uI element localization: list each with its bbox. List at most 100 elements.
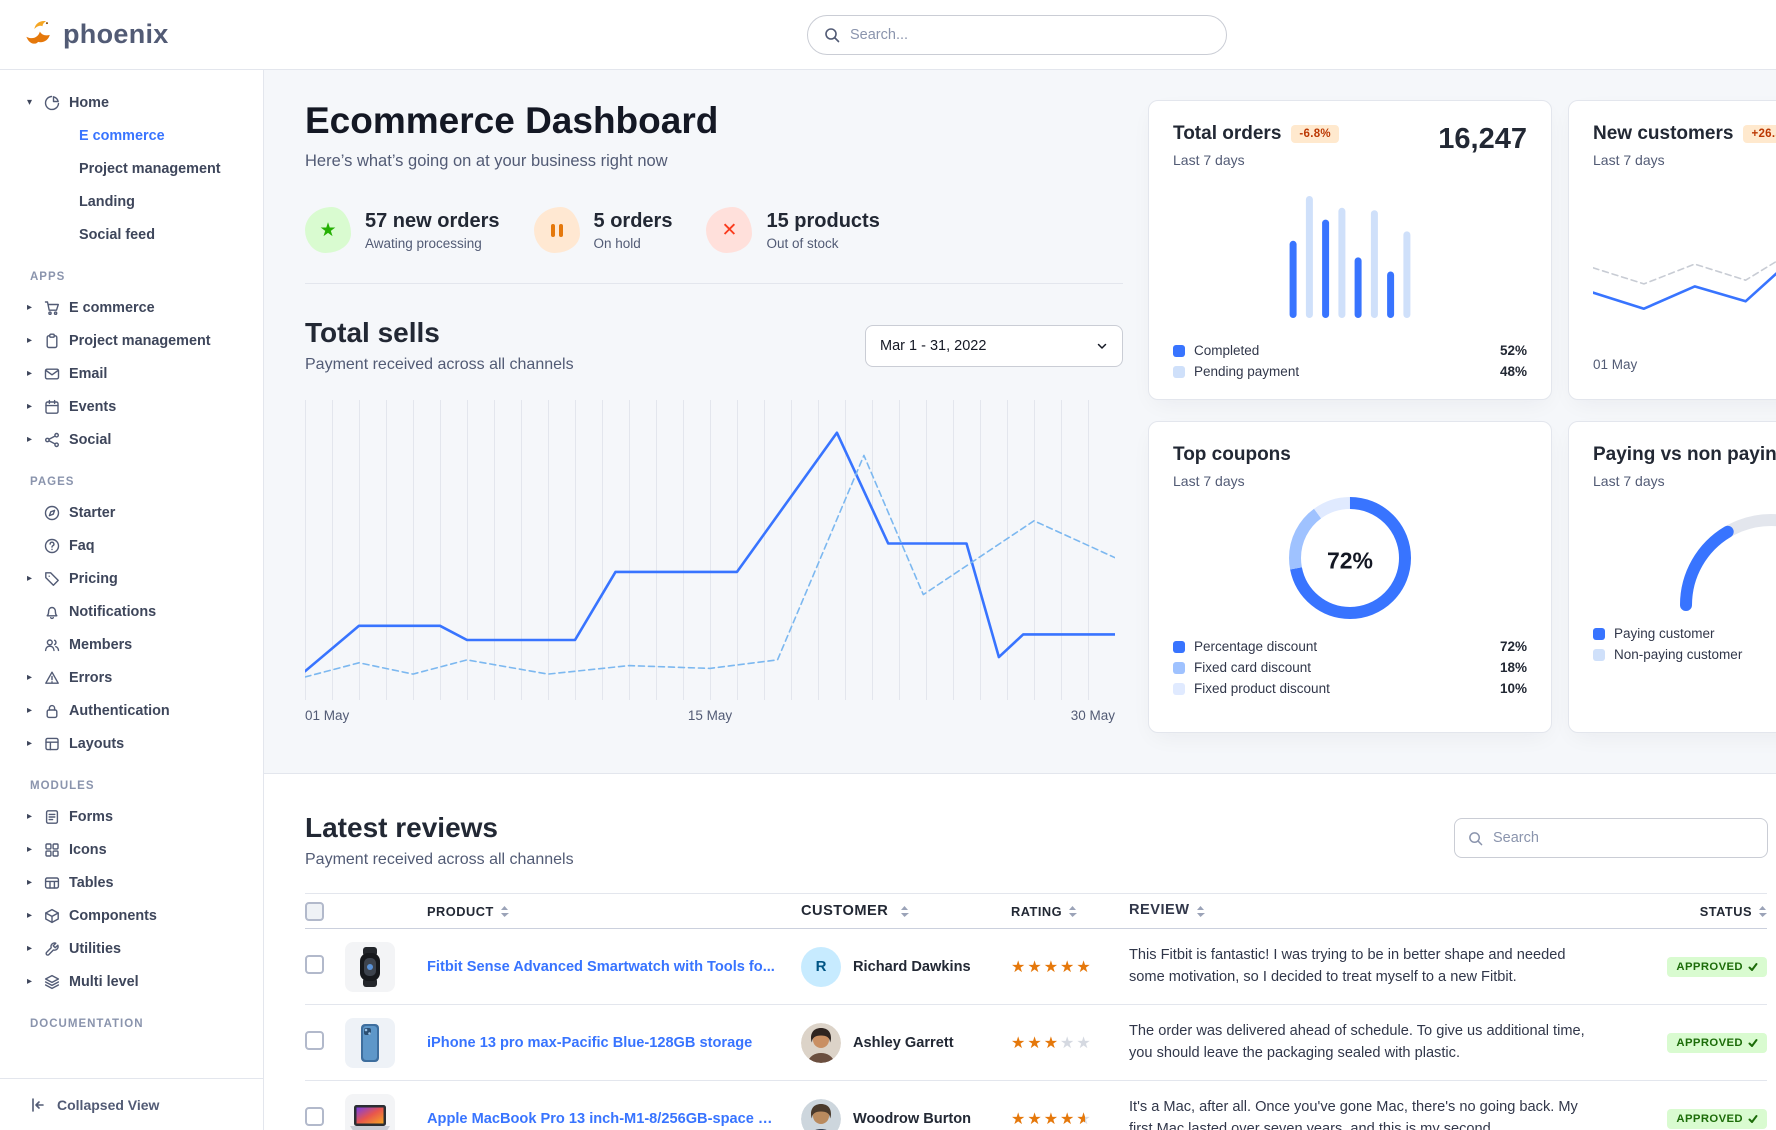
users-icon xyxy=(44,637,60,653)
sidebar-item-landing[interactable]: Landing xyxy=(0,185,263,218)
column-header-rating[interactable]: RATING xyxy=(1011,904,1129,919)
sidebar-item-icons[interactable]: ▸ Icons xyxy=(0,833,263,866)
rating-stars: ★★★★★ xyxy=(1011,959,1093,976)
star-filled-icon: ★ xyxy=(1043,1034,1061,1052)
total-orders-count: 16,247 xyxy=(1438,123,1527,155)
legend-pending-payment: Pending payment 48% xyxy=(1173,361,1527,382)
sidebar-item-project-management[interactable]: ▸ Project management xyxy=(0,324,263,357)
product-link[interactable]: Fitbit Sense Advanced Smartwatch with To… xyxy=(427,958,775,975)
card-period: Last 7 days xyxy=(1173,152,1245,168)
package-icon xyxy=(44,908,60,924)
sidebar-item-email[interactable]: ▸ Email xyxy=(0,357,263,390)
review-text: The order was delivered ahead of schedul… xyxy=(1129,1023,1585,1061)
alert-icon xyxy=(44,670,60,686)
sidebar-item-events[interactable]: ▸ Events xyxy=(0,390,263,423)
product-thumbnail[interactable] xyxy=(345,1017,395,1068)
sidebar-item-utilities[interactable]: ▸ Utilities xyxy=(0,932,263,965)
caret-right-icon: ▸ xyxy=(27,302,33,313)
sidebar-item-errors[interactable]: ▸ Errors xyxy=(0,661,263,694)
sidebar-item-pricing[interactable]: ▸ Pricing xyxy=(0,562,263,595)
sidebar-item-multi-level[interactable]: ▸ Multi level xyxy=(0,965,263,998)
rating-cell: ★★★★★★ xyxy=(1011,1109,1129,1129)
sidebar-item-label: Layouts xyxy=(69,735,125,752)
sidebar-item-authentication[interactable]: ▸ Authentication xyxy=(0,694,263,727)
sidebar-item-label: Home xyxy=(69,94,109,111)
total-sells-x-axis: 01 May 15 May 30 May xyxy=(305,708,1115,723)
sidebar-item-starter[interactable]: Starter xyxy=(0,496,263,529)
caret-down-icon: ▾ xyxy=(27,97,33,108)
row-checkbox[interactable] xyxy=(305,1030,324,1050)
sidebar-item-social[interactable]: ▸ Social xyxy=(0,423,263,456)
sidebar-item-project-management[interactable]: Project management xyxy=(0,152,263,185)
total-orders-legend: Completed 52% Pending payment 48% xyxy=(1173,340,1527,382)
sidebar-item-label: Authentication xyxy=(69,702,170,719)
sidebar-item-e-commerce[interactable]: ▸ E commerce xyxy=(0,291,263,324)
product-cell: Fitbit Sense Advanced Smartwatch with To… xyxy=(427,959,801,975)
legend-completed: Completed 52% xyxy=(1173,340,1527,361)
check-icon xyxy=(1748,1038,1758,1047)
total-sells-subtitle: Payment received across all channels xyxy=(305,356,574,373)
sidebar-item-home[interactable]: ▾ Home xyxy=(0,86,263,119)
row-checkbox[interactable] xyxy=(305,1106,324,1126)
caret-right-icon: ▸ xyxy=(27,368,33,379)
product-link[interactable]: Apple MacBook Pro 13 inch-M1-8/256GB-spa… xyxy=(427,1110,789,1127)
sidebar-item-components[interactable]: ▸ Components xyxy=(0,899,263,932)
column-header-status[interactable]: STATUS xyxy=(1617,904,1767,919)
sidebar: ▾ Home E commerce Project management Landing… xyxy=(0,70,264,1130)
product-link[interactable]: iPhone 13 pro max-Pacific Blue-128GB sto… xyxy=(427,1034,753,1051)
sidebar-item-label: Components xyxy=(69,907,157,924)
star-filled-icon: ★ xyxy=(1011,958,1028,976)
navbar-search[interactable] xyxy=(807,15,1227,55)
calendar-icon xyxy=(44,399,60,415)
sidebar-item-e-commerce[interactable]: E commerce xyxy=(0,119,263,152)
select-all-checkbox[interactable] xyxy=(305,901,324,921)
date-range-select[interactable]: Mar 1 - 31, 2022 xyxy=(865,324,1123,367)
product-thumbnail[interactable] xyxy=(345,941,395,992)
column-header-customer[interactable]: CUSTOMER xyxy=(801,903,1011,919)
stats-divider xyxy=(305,283,1123,284)
compass-icon xyxy=(44,505,60,521)
legend-fixed-card-discount: Fixed card discount 18% xyxy=(1173,657,1527,678)
navbar-search-input[interactable] xyxy=(850,27,1210,43)
brand-logo[interactable]: phoenix xyxy=(24,17,169,52)
row-checkbox[interactable] xyxy=(305,954,324,974)
column-header-review[interactable]: REVIEW xyxy=(1129,900,1617,921)
caret-right-icon: ▸ xyxy=(27,811,33,822)
mail-icon xyxy=(44,366,60,382)
customer-cell: Ashley Garrett xyxy=(801,1022,1011,1063)
product-image-cell xyxy=(345,1093,427,1130)
sidebar-item-layouts[interactable]: ▸ Layouts xyxy=(0,727,263,760)
collapse-icon xyxy=(30,1097,46,1113)
card-top-coupons: Top coupons Last 7 days 72% Percentage d… xyxy=(1148,421,1552,733)
caret-right-icon: ▸ xyxy=(27,672,33,683)
total-orders-badge: -6.8% xyxy=(1291,125,1339,143)
collapsed-view-toggle[interactable]: Collapsed View xyxy=(0,1078,263,1130)
sidebar-item-notifications[interactable]: Notifications xyxy=(0,595,263,628)
total-sells-header: Total sells Payment received across all … xyxy=(305,317,1123,374)
reviews-search[interactable] xyxy=(1454,818,1768,858)
caret-right-icon: ▸ xyxy=(27,705,33,716)
product-thumbnail[interactable] xyxy=(345,1093,395,1130)
caret-right-icon: ▸ xyxy=(27,738,33,749)
stat-awating-processing: ★ 57 new orders Awating processing xyxy=(305,207,500,253)
sidebar-item-faq[interactable]: Faq xyxy=(0,529,263,562)
reviews-table-header: PRODUCT CUSTOMER RATING REVIEW STATUS xyxy=(305,893,1767,929)
card-period: Last 7 days xyxy=(1593,473,1665,489)
legend-paying-customer: Paying customer xyxy=(1593,623,1776,644)
star-empty-icon: ★ xyxy=(1076,1034,1093,1052)
sidebar-item-tables[interactable]: ▸ Tables xyxy=(0,866,263,899)
sidebar-item-forms[interactable]: ▸ Forms xyxy=(0,800,263,833)
sidebar-item-label: Faq xyxy=(69,537,95,554)
column-header-product[interactable]: PRODUCT xyxy=(427,904,801,919)
product-cell: iPhone 13 pro max-Pacific Blue-128GB sto… xyxy=(427,1035,801,1051)
sidebar-item-social-feed[interactable]: Social feed xyxy=(0,218,263,251)
star-filled-icon: ★ xyxy=(1011,1034,1028,1052)
stat-value: 57 new orders xyxy=(365,209,500,232)
sidebar-item-members[interactable]: Members xyxy=(0,628,263,661)
review-text: It's a Mac, after all. Once you've gone … xyxy=(1129,1099,1578,1130)
kpi-cards-grid: Total orders -6.8% Last 7 days 16,247 Co… xyxy=(1148,100,1776,773)
sidebar-item-label: Utilities xyxy=(69,940,121,957)
caret-right-icon: ▸ xyxy=(27,335,33,346)
sidebar-section-documentation: DOCUMENTATION xyxy=(30,1018,144,1030)
reviews-search-input[interactable] xyxy=(1493,830,1754,846)
